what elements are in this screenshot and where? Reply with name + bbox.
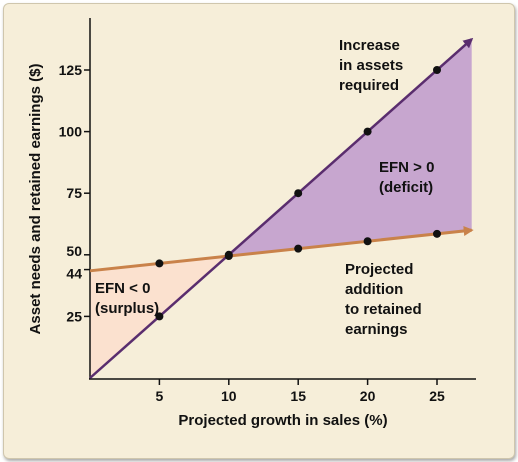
deficit-label-line-1: (deficit)	[379, 179, 433, 196]
surplus-label-line-0: EFN < 0	[95, 280, 150, 297]
x-tick-label-10: 10	[221, 388, 237, 404]
y-tick-label-25: 25	[66, 308, 82, 324]
deficit-label-line-0: EFN > 0	[379, 159, 434, 176]
retained-label-line-2: to retained	[345, 301, 422, 318]
retained-label: Projected addition to retained earnings	[345, 261, 422, 338]
surplus-label-line-1: (surplus)	[95, 300, 159, 317]
assets-point-20	[363, 127, 372, 136]
retained-label-line-0: Projected	[345, 261, 413, 278]
assets-label-line-1: in assets	[339, 57, 403, 74]
y-tick-label-44: 44	[66, 266, 82, 282]
assets-point-15	[294, 189, 303, 198]
retained-point-5	[155, 259, 164, 268]
assets-label-line-0: Increase	[339, 37, 400, 54]
assets-label: Increase in assets required	[339, 37, 403, 94]
assets-label-line-2: required	[339, 77, 399, 94]
x-tick-label-5: 5	[156, 388, 164, 404]
retained-point-10	[224, 252, 233, 261]
retained-label-line-1: addition	[345, 281, 403, 298]
y-tick-label-100: 100	[59, 124, 83, 140]
x-tick-label-15: 15	[290, 388, 306, 404]
asset-needs-line	[89, 37, 474, 379]
retained-earnings-line	[89, 226, 474, 273]
retained-label-line-3: earnings	[345, 321, 408, 338]
retained-point-15	[294, 244, 303, 253]
x-tick-label-20: 20	[360, 388, 376, 404]
assets-point-5	[155, 312, 164, 321]
x-axis-title: Projected growth in sales (%)	[178, 412, 387, 429]
retained-point-20	[363, 237, 372, 246]
x-tick-label-25: 25	[429, 388, 445, 404]
deficit-label: EFN > 0 (deficit)	[379, 159, 434, 196]
surplus-label: EFN < 0 (surplus)	[95, 280, 159, 317]
chart-frame: 5 10 15 20 25 25 44 50 75 100 125 Projected growth…	[3, 3, 515, 459]
efn-chart: 5 10 15 20 25 25 44 50 75 100 125 Projected growth…	[27, 18, 476, 429]
y-tick-label-75: 75	[66, 185, 82, 201]
retained-point-25	[433, 229, 441, 238]
y-tick-label-50: 50	[66, 243, 82, 259]
assets-point-25	[433, 66, 441, 74]
y-tick-label-125: 125	[59, 62, 83, 78]
y-axis-title: Asset needs and retained earnings ($)	[27, 64, 44, 335]
